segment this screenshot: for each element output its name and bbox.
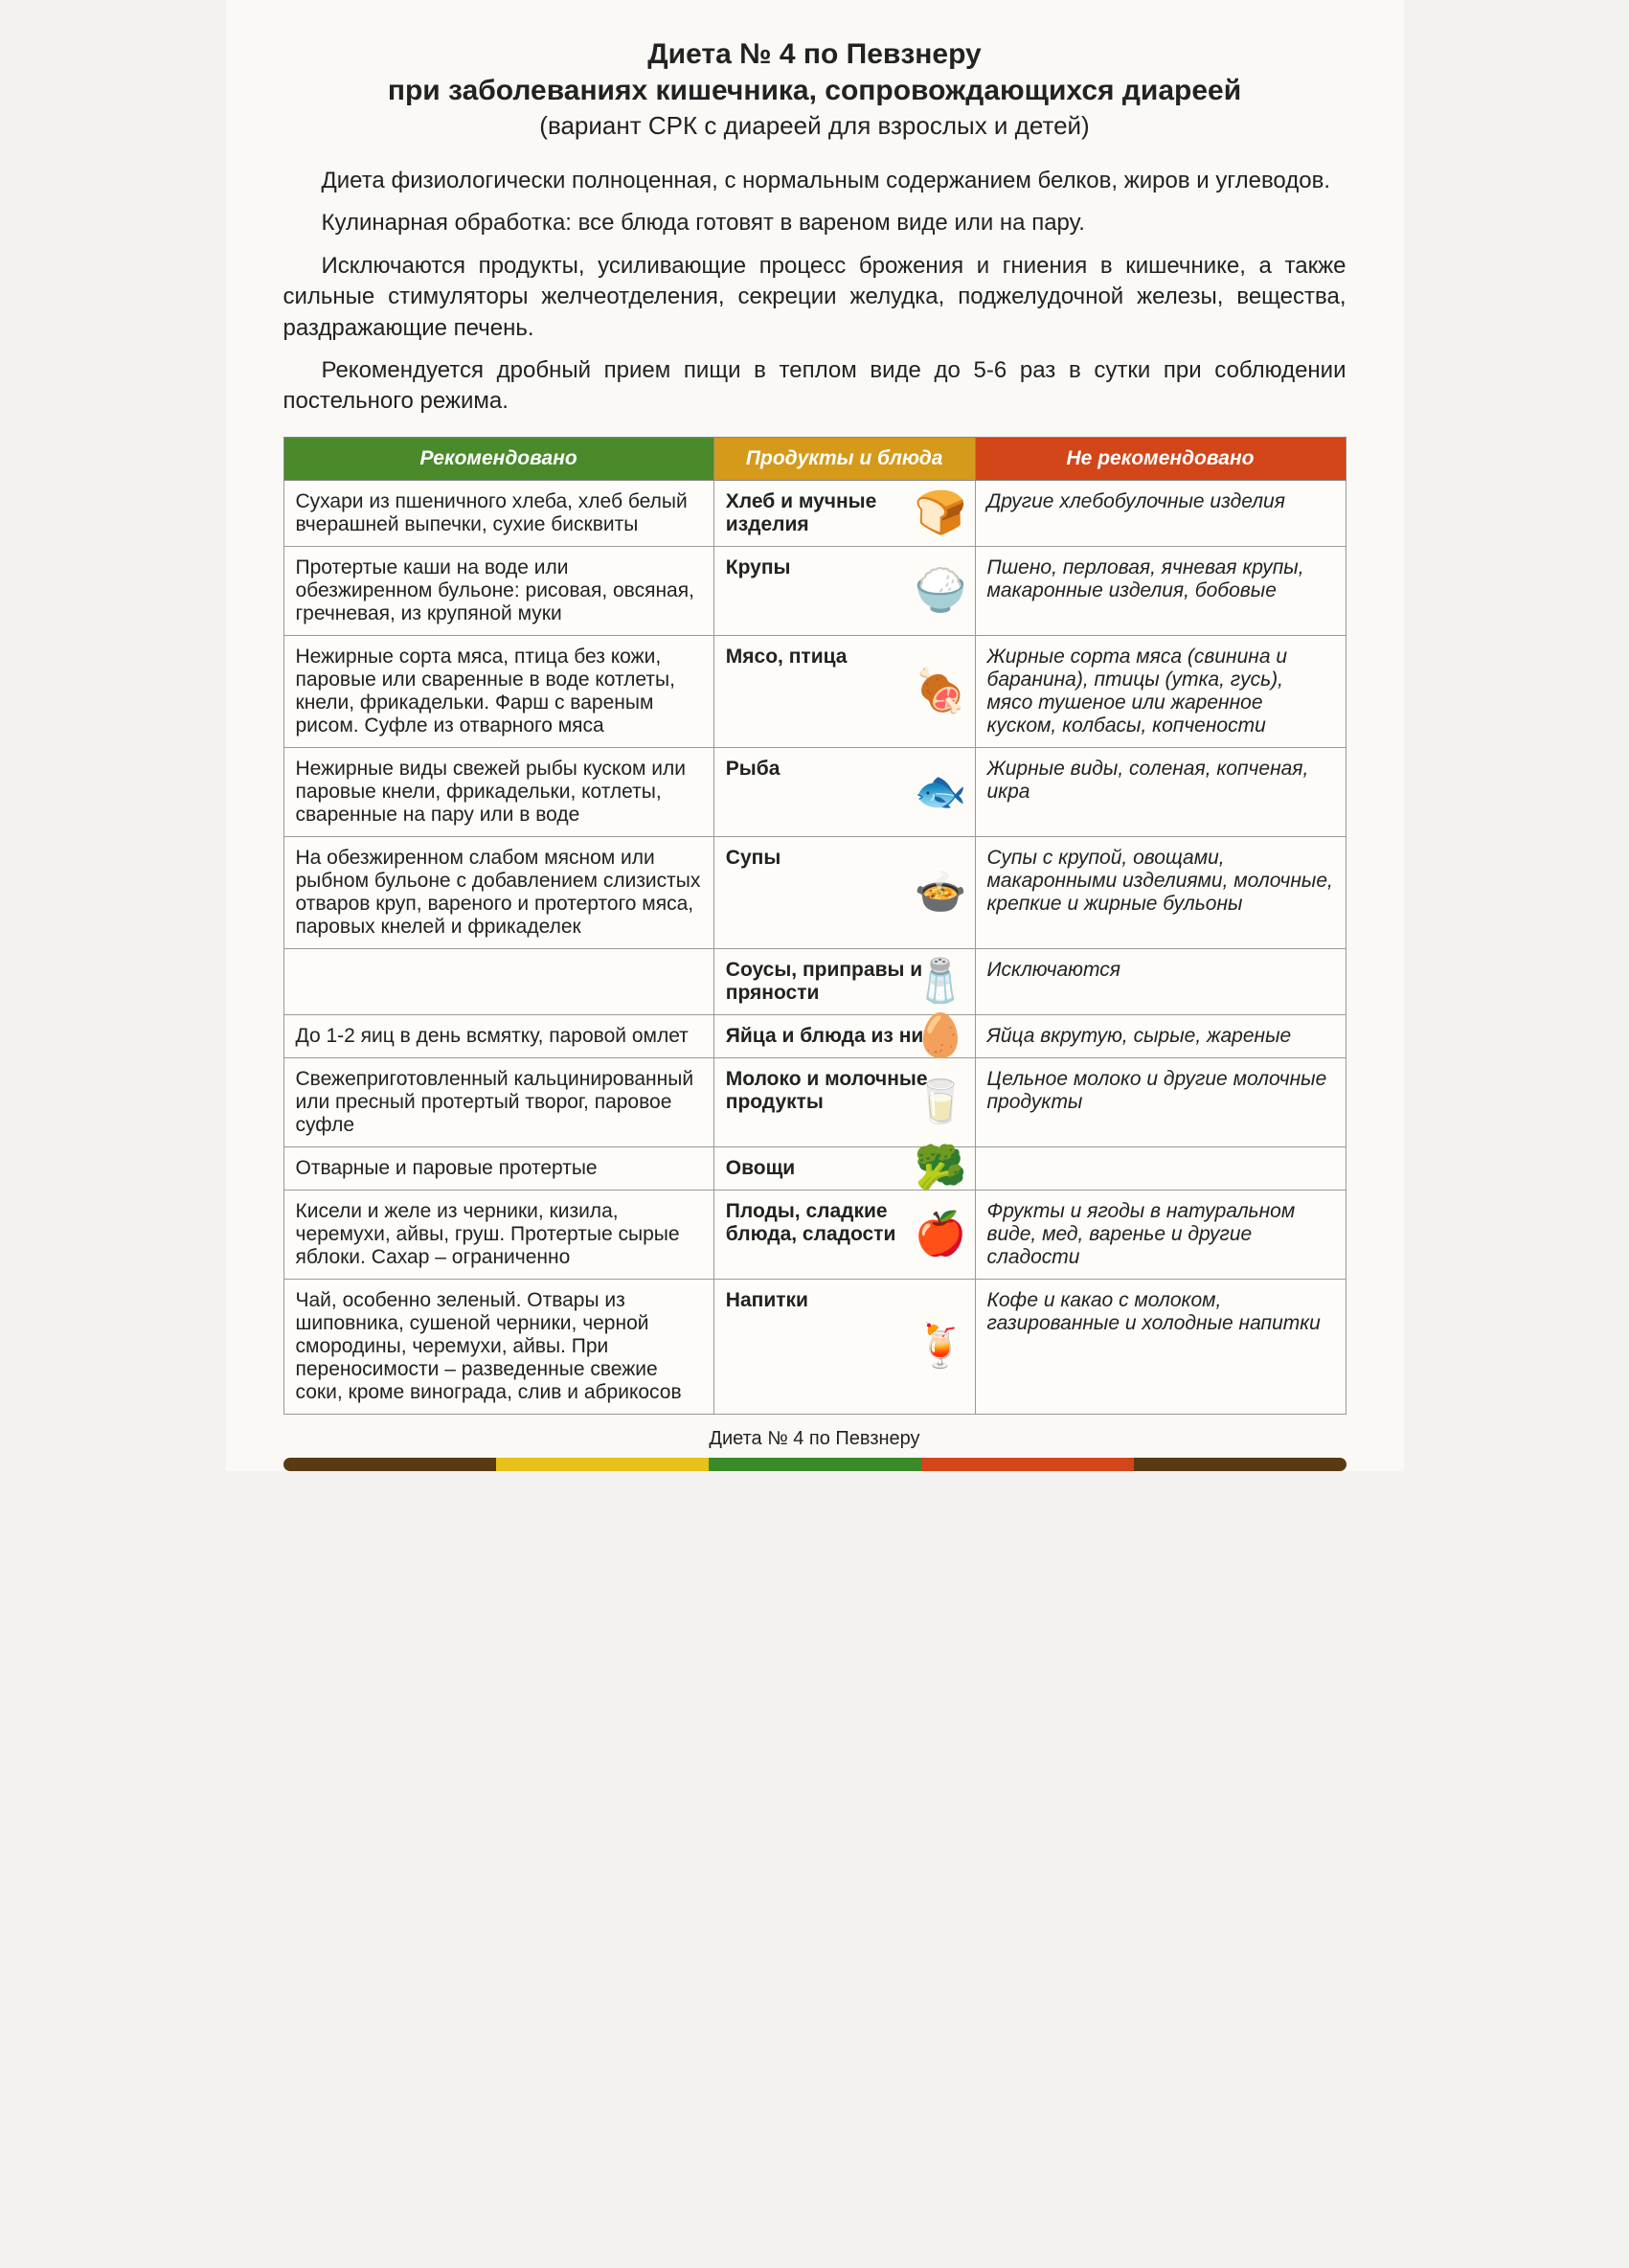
footer-stripe [283, 1458, 1346, 1471]
category-icon: 🍞 [915, 492, 967, 534]
cell-recommended: На обезжиренном слабом мясном или рыбном… [283, 836, 713, 948]
col-recommended: Рекомендовано [283, 437, 713, 480]
cell-recommended: Нежирные виды свежей рыбы куском или пар… [283, 747, 713, 836]
table-row: Нежирные сорта мяса, птица без кожи, пар… [283, 635, 1346, 747]
category-icon: 🍚 [915, 570, 967, 612]
cell-recommended: Свежеприготовленный кальцинированный или… [283, 1057, 713, 1146]
page-title: Диета № 4 по Певзнеру [283, 38, 1346, 71]
intro-paragraph: Диета физиологически полноценная, с норм… [283, 166, 1346, 196]
cell-not-recommended [975, 1146, 1346, 1190]
cell-recommended: Нежирные сорта мяса, птица без кожи, пар… [283, 635, 713, 747]
stripe-segment [283, 1458, 496, 1471]
cell-category: Молоко и молочные продукты🥛 [713, 1057, 975, 1146]
stripe-segment [709, 1458, 921, 1471]
table-row: Отварные и паровые протертыеОвощи🥦 [283, 1146, 1346, 1190]
cell-recommended: До 1-2 яиц в день всмятку, паровой омлет [283, 1014, 713, 1057]
col-category: Продукты и блюда [713, 437, 975, 480]
cell-category: Овощи🥦 [713, 1146, 975, 1190]
category-icon: 🥦 [915, 1147, 967, 1190]
page-caption: (вариант СРК с диареей для взрослых и де… [283, 111, 1346, 141]
table-row: Сухари из пшеничного хлеба, хлеб белый в… [283, 480, 1346, 546]
category-icon: 🍹 [915, 1326, 967, 1368]
category-icon: 🍎 [915, 1213, 967, 1256]
cell-not-recommended: Жирные виды, соленая, копченая, икра [975, 747, 1346, 836]
diet-table: Рекомендовано Продукты и блюда Не рекоме… [283, 437, 1346, 1415]
cell-category: Яйца и блюда из них🥚 [713, 1014, 975, 1057]
cell-not-recommended: Фрукты и ягоды в натуральном виде, мед, … [975, 1190, 1346, 1279]
cell-not-recommended: Пшено, перловая, ячневая крупы, макаронн… [975, 546, 1346, 635]
table-row: Соусы, приправы и пряности🧂Исключаются [283, 948, 1346, 1014]
stripe-segment [1134, 1458, 1346, 1471]
table-row: Чай, особенно зеленый. Отвары из шиповни… [283, 1279, 1346, 1414]
col-not-recommended: Не рекомендовано [975, 437, 1346, 480]
category-icon: 🍖 [915, 670, 967, 713]
cell-recommended [283, 948, 713, 1014]
category-icon: 🥚 [915, 1015, 967, 1057]
category-icon: 🧂 [915, 961, 967, 1003]
cell-not-recommended: Жирные сорта мяса (свинина и баранина), … [975, 635, 1346, 747]
stripe-segment [921, 1458, 1134, 1471]
category-icon: 🥛 [915, 1081, 967, 1123]
cell-recommended: Сухари из пшеничного хлеба, хлеб белый в… [283, 480, 713, 546]
cell-recommended: Отварные и паровые протертые [283, 1146, 713, 1190]
cell-category: Хлеб и мучные изделия🍞 [713, 480, 975, 546]
cell-not-recommended: Кофе и какао с молоком, газированные и х… [975, 1279, 1346, 1414]
table-row: До 1-2 яиц в день всмятку, паровой омлет… [283, 1014, 1346, 1057]
table-row: Кисели и желе из черники, кизила, черему… [283, 1190, 1346, 1279]
page-subtitle: при заболеваниях кишечника, сопровождающ… [283, 75, 1346, 107]
intro-paragraph: Рекомендуется дробный прием пищи в тепло… [283, 355, 1346, 418]
cell-category: Плоды, сладкие блюда, сладости🍎 [713, 1190, 975, 1279]
table-row: Нежирные виды свежей рыбы куском или пар… [283, 747, 1346, 836]
cell-recommended: Протертые каши на воде или обезжиренном … [283, 546, 713, 635]
table-row: Протертые каши на воде или обезжиренном … [283, 546, 1346, 635]
cell-category: Крупы🍚 [713, 546, 975, 635]
cell-category: Супы🍲 [713, 836, 975, 948]
intro-paragraph: Кулинарная обработка: все блюда готовят … [283, 208, 1346, 238]
cell-not-recommended: Цельное молоко и другие молочные продукт… [975, 1057, 1346, 1146]
cell-not-recommended: Яйца вкрутую, сырые, жареные [975, 1014, 1346, 1057]
cell-category: Мясо, птица🍖 [713, 635, 975, 747]
page: Диета № 4 по Певзнеру при заболеваниях к… [226, 0, 1404, 1471]
cell-category: Рыба🐟 [713, 747, 975, 836]
stripe-segment [496, 1458, 709, 1471]
cell-category: Соусы, приправы и пряности🧂 [713, 948, 975, 1014]
table-row: На обезжиренном слабом мясном или рыбном… [283, 836, 1346, 948]
category-icon: 🐟 [915, 771, 967, 813]
footer-label: Диета № 4 по Певзнеру [283, 1415, 1346, 1458]
intro-paragraph: Исключаются продукты, усиливающие процес… [283, 251, 1346, 344]
table-row: Свежеприготовленный кальцинированный или… [283, 1057, 1346, 1146]
cell-recommended: Чай, особенно зеленый. Отвары из шиповни… [283, 1279, 713, 1414]
cell-recommended: Кисели и желе из черники, кизила, черему… [283, 1190, 713, 1279]
cell-not-recommended: Исключаются [975, 948, 1346, 1014]
cell-not-recommended: Супы с крупой, овощами, макаронными изде… [975, 836, 1346, 948]
category-icon: 🍲 [915, 872, 967, 914]
cell-not-recommended: Другие хлебобулочные изделия [975, 480, 1346, 546]
cell-category: Напитки🍹 [713, 1279, 975, 1414]
